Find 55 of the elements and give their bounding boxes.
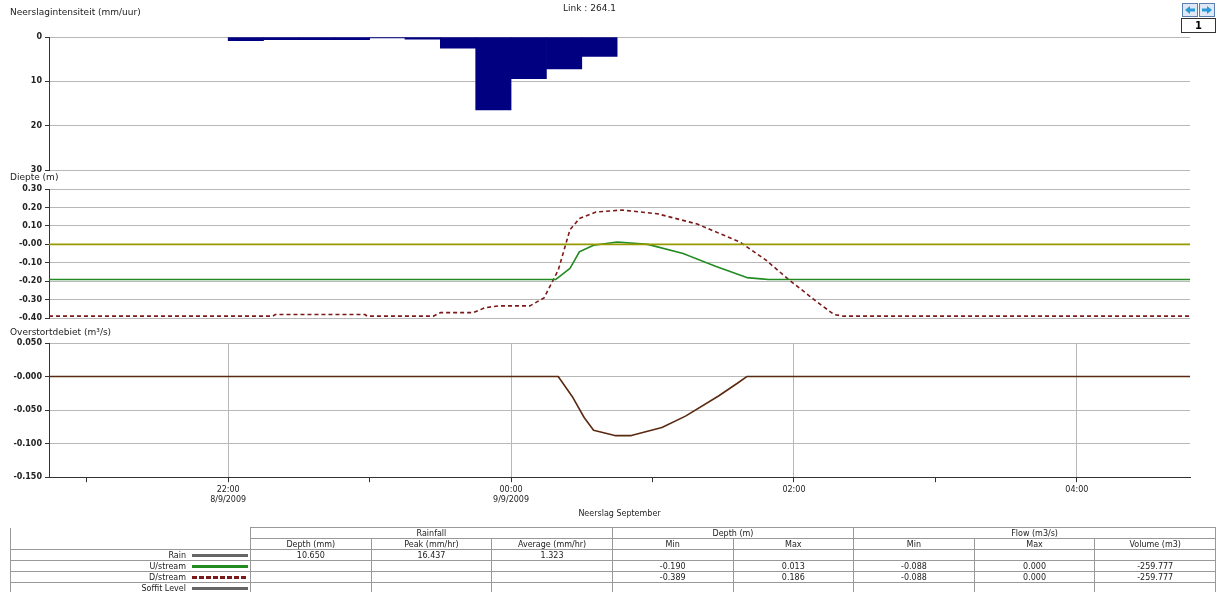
category-label: Max	[974, 538, 1095, 550]
y-tick-label: -0.30	[18, 294, 43, 304]
y-tick-label: 0	[36, 32, 43, 42]
y-tick-label: -0.00	[18, 239, 43, 249]
data-label: 16.437	[371, 549, 492, 561]
y-tick-label: 0.050	[16, 338, 43, 348]
chart-title: Link : 264.1	[563, 3, 616, 13]
legend-label: U/stream	[149, 561, 186, 571]
y-axis-title: Diepte (m)	[10, 172, 59, 182]
x-tick-label: 02:00	[782, 485, 806, 495]
text: 1	[1181, 18, 1216, 33]
data-label: 0.000	[974, 571, 1095, 583]
text: Flow (m3/s)	[853, 527, 1216, 539]
category-label: Volume (m3)	[1094, 538, 1216, 550]
y-tick-label: -0.40	[18, 313, 43, 323]
legend-label: Soffit Level	[141, 583, 186, 592]
data-label: -0.088	[853, 560, 975, 572]
category-label: Max	[733, 538, 854, 550]
y-tick-label: 0.20	[22, 202, 43, 212]
y-axis-title: Neerslagintensiteit (mm/uur)	[10, 7, 141, 17]
category-label: Average (mm/hr)	[491, 538, 613, 550]
y-tick-label: -0.150	[13, 472, 43, 482]
y-tick-label: 0.30	[22, 184, 43, 194]
x-tick-label: 00:00 9/9/2009	[493, 485, 530, 504]
y-tick-label: -0.10	[18, 257, 43, 267]
data-label: 0.013	[733, 560, 854, 572]
data-label: -0.190	[612, 560, 733, 572]
x-tick-label: 22:00 8/9/2009	[210, 485, 247, 504]
y-tick-label: -0.050	[13, 405, 43, 415]
y-tick-label: -0.100	[13, 438, 43, 448]
y-axis-title: Overstortdebiet (m³/s)	[10, 327, 112, 337]
y-tick-label: 20	[30, 120, 43, 130]
data-label: -259.777	[1094, 571, 1216, 583]
y-tick-label: 0.10	[22, 220, 43, 230]
data-label: -0.389	[612, 571, 733, 583]
data-label: 10.650	[250, 549, 372, 561]
text: Depth (m)	[612, 527, 854, 539]
y-tick-label: 10	[30, 76, 43, 86]
text: Rainfall	[250, 527, 613, 539]
legend-label: D/stream	[149, 572, 186, 582]
x-axis-title: Neerslag September	[578, 509, 662, 519]
category-label: Peak (mm/hr)	[371, 538, 492, 550]
data-label: 0.000	[974, 560, 1095, 572]
data-label: 1.323	[491, 549, 613, 561]
data-label: -0.088	[853, 571, 975, 583]
y-tick-label: -0.000	[13, 371, 43, 381]
y-tick-label: -0.20	[18, 276, 43, 286]
category-label: Depth (mm)	[250, 538, 372, 550]
category-label: Min	[853, 538, 975, 550]
category-label: Min	[612, 538, 733, 550]
legend-label: Rain	[168, 550, 186, 560]
data-label: -259.777	[1094, 560, 1216, 572]
x-tick-label: 04:00	[1065, 485, 1089, 495]
y-tick-label: 30	[30, 165, 43, 175]
data-label: 0.186	[733, 571, 854, 583]
